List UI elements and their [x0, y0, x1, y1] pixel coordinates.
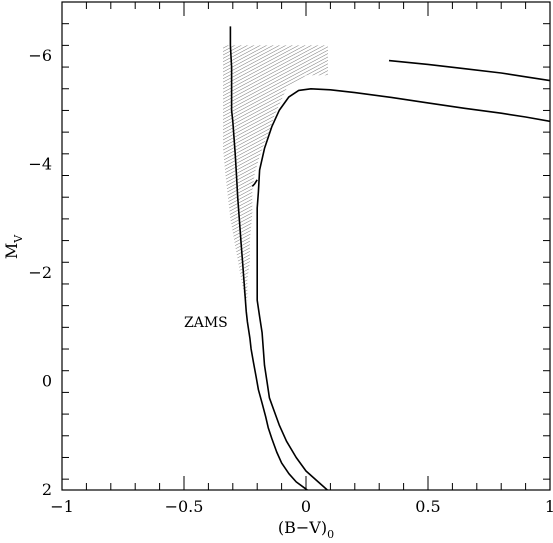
series-line-3: [256, 88, 550, 490]
y-axis-title: MV: [2, 234, 25, 259]
y-tick-label: 2: [42, 480, 52, 499]
x-tick-label: −0.5: [165, 497, 204, 516]
y-tick-label: −2: [28, 263, 52, 282]
x-axis-title-subscript: 0: [327, 528, 334, 541]
x-axis-title-main: (B−V): [278, 518, 327, 537]
y-axis-title-subscript: V: [12, 234, 25, 244]
x-tick-label: 0: [301, 497, 311, 516]
tick-labels-layer: −1 −0.5 0 0.5 1 −6 −4 −2 0 2: [28, 46, 553, 516]
y-tick-label: −4: [28, 155, 52, 174]
x-tick-label: −1: [50, 497, 74, 516]
series-layer: [229, 26, 550, 490]
annotation-zams: ZAMS: [184, 315, 228, 331]
x-tick-label: 1: [545, 497, 553, 516]
shaded-region: [223, 45, 328, 301]
series-line-1: [229, 26, 309, 490]
y-tick-label: 0: [42, 372, 52, 391]
shaded-region-layer: [223, 45, 328, 301]
series-line-4: [251, 179, 258, 187]
y-tick-label: −6: [28, 46, 52, 65]
x-tick-label: 0.5: [415, 497, 440, 516]
series-line-2: [388, 59, 550, 82]
y-axis-title-main: M: [2, 243, 21, 259]
x-axis-title: (B−V)0: [278, 518, 334, 541]
plot-frame: [61, 1, 551, 491]
